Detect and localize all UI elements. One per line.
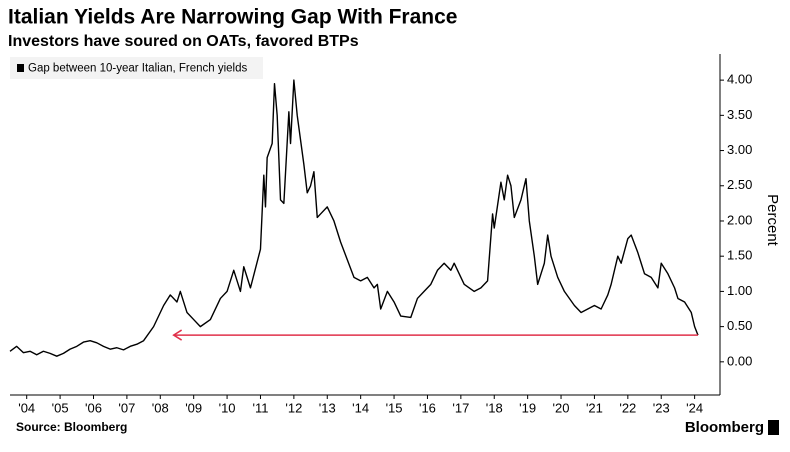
chart-subtitle: Investors have soured on OATs, favored B… (8, 33, 359, 50)
y-tick-label: 4.00 (727, 72, 752, 87)
x-tick-label: '15 (386, 400, 403, 415)
x-tick-label: '10 (219, 400, 236, 415)
x-tick-label: '14 (352, 400, 369, 415)
y-tick-label: 2.00 (727, 212, 752, 227)
chart-title: Italian Yields Are Narrowing Gap With Fr… (8, 6, 457, 29)
x-tick-label: '18 (486, 400, 503, 415)
x-tick-label: '16 (419, 400, 436, 415)
y-tick-label: 0.00 (727, 353, 752, 368)
x-tick-label: '17 (452, 400, 469, 415)
x-tick-label: '12 (285, 400, 302, 415)
legend-box (10, 57, 263, 79)
x-tick-label: '19 (519, 400, 536, 415)
x-tick-label: '05 (52, 400, 69, 415)
legend-swatch (17, 64, 24, 72)
x-tick-label: '21 (586, 400, 603, 415)
y-tick-label: 1.50 (727, 248, 752, 263)
source: Source: Bloomberg (16, 420, 127, 434)
x-tick-label: '11 (252, 400, 268, 415)
legend-label: Gap between 10-year Italian, French yiel… (28, 63, 248, 75)
x-tick-label: '13 (319, 400, 336, 415)
x-tick-label: '06 (85, 400, 102, 415)
x-tick-label: '23 (653, 400, 670, 415)
x-tick-label: '09 (185, 400, 202, 415)
y-tick-label: 0.50 (727, 318, 752, 333)
x-tick-label: '20 (553, 400, 570, 415)
brand: Bloomberg (685, 419, 764, 436)
arrow-head (172, 329, 183, 341)
y-axis-label: Percent (764, 194, 781, 247)
x-tick-label: '24 (686, 400, 703, 415)
y-tick-label: 3.00 (727, 142, 752, 157)
x-tick-label: '08 (152, 400, 169, 415)
x-tick-label: '22 (619, 400, 636, 415)
x-tick-label: '04 (18, 400, 35, 415)
y-tick-label: 2.50 (727, 177, 752, 192)
y-tick-label: 3.50 (727, 107, 752, 122)
x-tick-label: '07 (118, 400, 135, 415)
line-series (9, 79, 699, 357)
brand-icon (768, 420, 779, 435)
y-tick-label: 1.00 (727, 283, 752, 298)
